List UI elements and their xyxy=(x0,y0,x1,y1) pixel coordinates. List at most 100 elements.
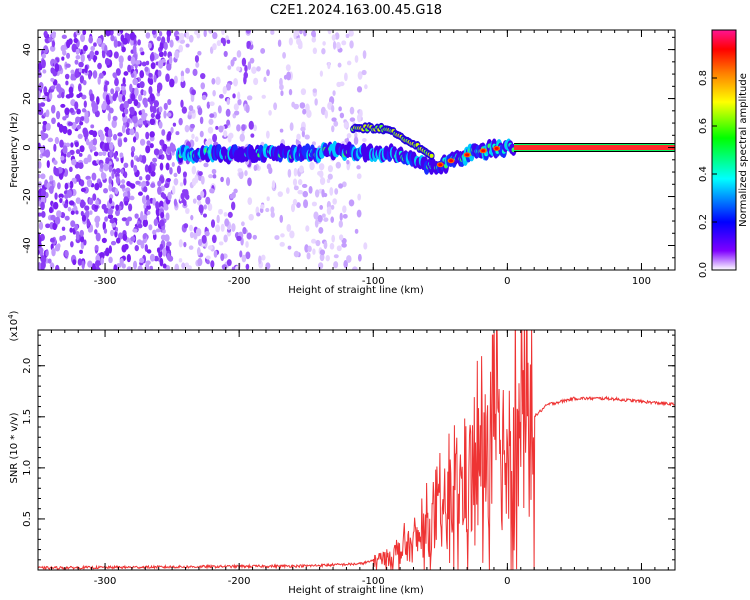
noise-speckle xyxy=(203,162,209,168)
noise-speckle xyxy=(149,53,155,62)
noise-speckle xyxy=(160,212,165,219)
noise-speckle xyxy=(132,78,138,86)
noise-speckle xyxy=(115,157,119,162)
noise-speckle xyxy=(319,177,326,185)
noise-speckle xyxy=(357,71,363,80)
noise-speckle xyxy=(59,235,63,242)
colorbar-tick-label: 0.6 xyxy=(698,118,709,134)
noise-speckle xyxy=(132,228,138,233)
noise-speckle xyxy=(259,207,264,214)
noise-speckle xyxy=(241,57,247,67)
noise-speckle xyxy=(81,94,87,100)
noise-speckle xyxy=(113,51,119,59)
noise-speckle xyxy=(77,258,83,266)
noise-speckle xyxy=(317,214,323,223)
noise-speckle xyxy=(147,97,151,103)
noise-speckle xyxy=(39,145,45,154)
noise-speckle xyxy=(45,122,51,131)
noise-speckle xyxy=(334,32,340,40)
noise-speckle xyxy=(91,146,97,152)
noise-speckle xyxy=(42,123,47,133)
noise-speckle xyxy=(75,48,80,55)
noise-speckle xyxy=(119,61,123,69)
noise-speckle xyxy=(94,229,98,235)
noise-speckle xyxy=(207,245,213,250)
noise-speckle xyxy=(239,133,245,142)
noise-speckle xyxy=(111,119,117,129)
noise-speckle xyxy=(130,31,136,41)
noise-speckle xyxy=(305,225,310,232)
noise-speckle xyxy=(133,260,138,270)
noise-speckle xyxy=(225,177,231,186)
noise-speckle xyxy=(146,249,152,254)
noise-speckle xyxy=(75,55,81,60)
noise-speckle xyxy=(233,188,238,194)
noise-speckle xyxy=(168,56,173,65)
noise-speckle xyxy=(286,71,292,81)
noise-speckle xyxy=(199,130,204,138)
noise-speckle xyxy=(53,143,57,152)
noise-speckle xyxy=(42,120,48,125)
noise-speckle xyxy=(159,243,164,251)
noise-speckle xyxy=(253,77,259,86)
noise-speckle xyxy=(153,74,157,83)
snr-frame xyxy=(37,329,676,571)
noise-speckle xyxy=(148,85,153,95)
noise-speckle xyxy=(265,207,270,213)
noise-speckle xyxy=(200,82,206,90)
noise-speckle xyxy=(53,201,59,210)
noise-speckle xyxy=(197,50,202,56)
noise-speckle xyxy=(88,141,93,150)
spectrogram-signal xyxy=(175,122,675,175)
noise-speckle xyxy=(258,255,262,265)
noise-speckle xyxy=(139,47,144,53)
noise-speckle xyxy=(339,112,345,119)
noise-speckle xyxy=(166,241,172,247)
noise-speckle xyxy=(191,89,196,96)
noise-speckle xyxy=(194,55,199,63)
noise-speckle xyxy=(68,86,74,94)
noise-speckle xyxy=(158,31,163,37)
noise-speckle xyxy=(79,199,85,209)
noise-speckle xyxy=(66,151,71,158)
noise-speckle xyxy=(92,160,97,166)
noise-speckle xyxy=(188,245,194,250)
noise-speckle xyxy=(190,123,196,129)
noise-speckle xyxy=(180,70,185,78)
noise-speckle xyxy=(318,226,324,234)
noise-speckle xyxy=(327,165,333,173)
y-tick-label: -40 xyxy=(22,237,33,253)
noise-speckle xyxy=(60,155,65,161)
noise-speckle xyxy=(195,61,200,68)
noise-speckle xyxy=(65,80,69,86)
noise-speckle xyxy=(184,189,189,198)
noise-speckle xyxy=(292,178,298,187)
noise-speckle xyxy=(159,219,165,227)
noise-speckle xyxy=(231,191,236,199)
noise-speckle xyxy=(169,39,174,48)
noise-speckle xyxy=(212,133,218,143)
noise-speckle xyxy=(97,76,101,85)
noise-speckle xyxy=(123,137,128,143)
x-tick-label: -300 xyxy=(94,276,117,287)
noise-speckle xyxy=(162,263,167,269)
noise-speckle xyxy=(330,216,335,223)
noise-speckle xyxy=(38,173,41,179)
noise-speckle xyxy=(72,259,77,266)
noise-speckle xyxy=(81,260,85,270)
noise-speckle xyxy=(210,219,216,228)
noise-speckle xyxy=(152,197,157,206)
noise-speckle xyxy=(66,52,71,59)
noise-speckle xyxy=(78,67,83,73)
noise-speckle xyxy=(243,75,247,85)
noise-speckle xyxy=(110,34,115,42)
noise-speckle xyxy=(50,67,55,74)
noise-speckle xyxy=(117,132,123,137)
noise-speckle xyxy=(348,30,354,37)
noise-speckle xyxy=(247,197,253,205)
noise-speckle xyxy=(103,84,108,94)
noise-speckle xyxy=(206,101,211,109)
noise-speckle xyxy=(123,108,129,115)
noise-speckle xyxy=(93,151,99,157)
noise-speckle xyxy=(150,112,155,119)
